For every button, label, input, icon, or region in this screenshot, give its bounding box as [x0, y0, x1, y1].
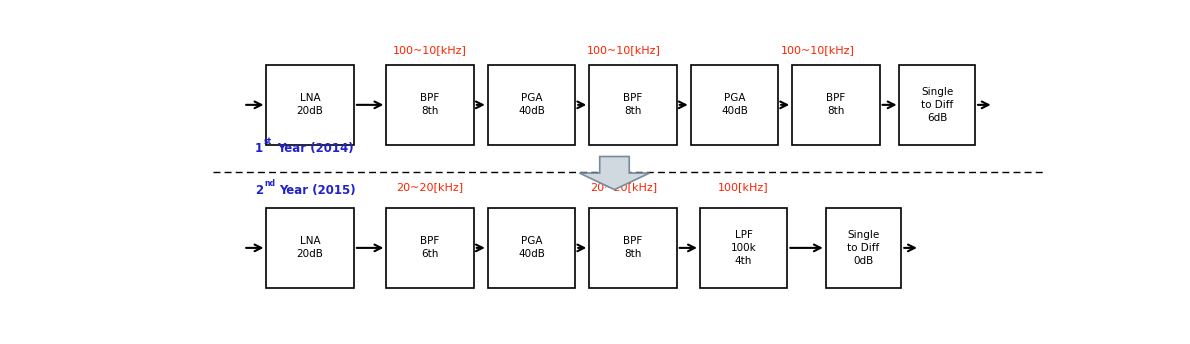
Text: BPF
8th: BPF 8th: [624, 236, 643, 259]
Bar: [488, 65, 575, 144]
Bar: [793, 65, 879, 144]
Text: Single
to Diff
0dB: Single to Diff 0dB: [847, 230, 879, 266]
Bar: [826, 208, 901, 288]
Text: LNA
20dB: LNA 20dB: [296, 236, 324, 259]
Text: 100[kHz]: 100[kHz]: [719, 182, 769, 192]
Text: BPF
8th: BPF 8th: [826, 94, 845, 116]
Text: 100~10[kHz]: 100~10[kHz]: [393, 45, 466, 55]
Text: Year (2014): Year (2014): [277, 142, 353, 155]
Text: PGA
40dB: PGA 40dB: [721, 94, 747, 116]
Text: 2: 2: [255, 184, 263, 197]
Text: Single
to Diff
6dB: Single to Diff 6dB: [921, 87, 953, 123]
Bar: [589, 208, 677, 288]
Bar: [267, 65, 353, 144]
Bar: [589, 65, 677, 144]
Text: BPF
6th: BPF 6th: [420, 236, 439, 259]
Bar: [900, 65, 975, 144]
Text: PGA
40dB: PGA 40dB: [518, 236, 545, 259]
Text: 20~20[kHz]: 20~20[kHz]: [590, 182, 657, 192]
Text: nd: nd: [264, 179, 275, 188]
Bar: [488, 208, 575, 288]
Polygon shape: [580, 157, 650, 190]
Text: LPF
100k
4th: LPF 100k 4th: [731, 230, 757, 266]
Text: Year (2015): Year (2015): [278, 184, 356, 197]
Bar: [387, 65, 474, 144]
Bar: [387, 208, 474, 288]
Bar: [700, 208, 788, 288]
Text: 1: 1: [255, 142, 263, 155]
Text: 20~20[kHz]: 20~20[kHz]: [396, 182, 464, 192]
Text: BPF
8th: BPF 8th: [624, 94, 643, 116]
Text: 100~10[kHz]: 100~10[kHz]: [587, 45, 660, 55]
Bar: [267, 208, 353, 288]
Text: st: st: [264, 137, 273, 146]
Text: LNA
20dB: LNA 20dB: [296, 94, 324, 116]
Text: 100~10[kHz]: 100~10[kHz]: [781, 45, 854, 55]
Bar: [690, 65, 778, 144]
Text: BPF
8th: BPF 8th: [420, 94, 439, 116]
Text: PGA
40dB: PGA 40dB: [518, 94, 545, 116]
